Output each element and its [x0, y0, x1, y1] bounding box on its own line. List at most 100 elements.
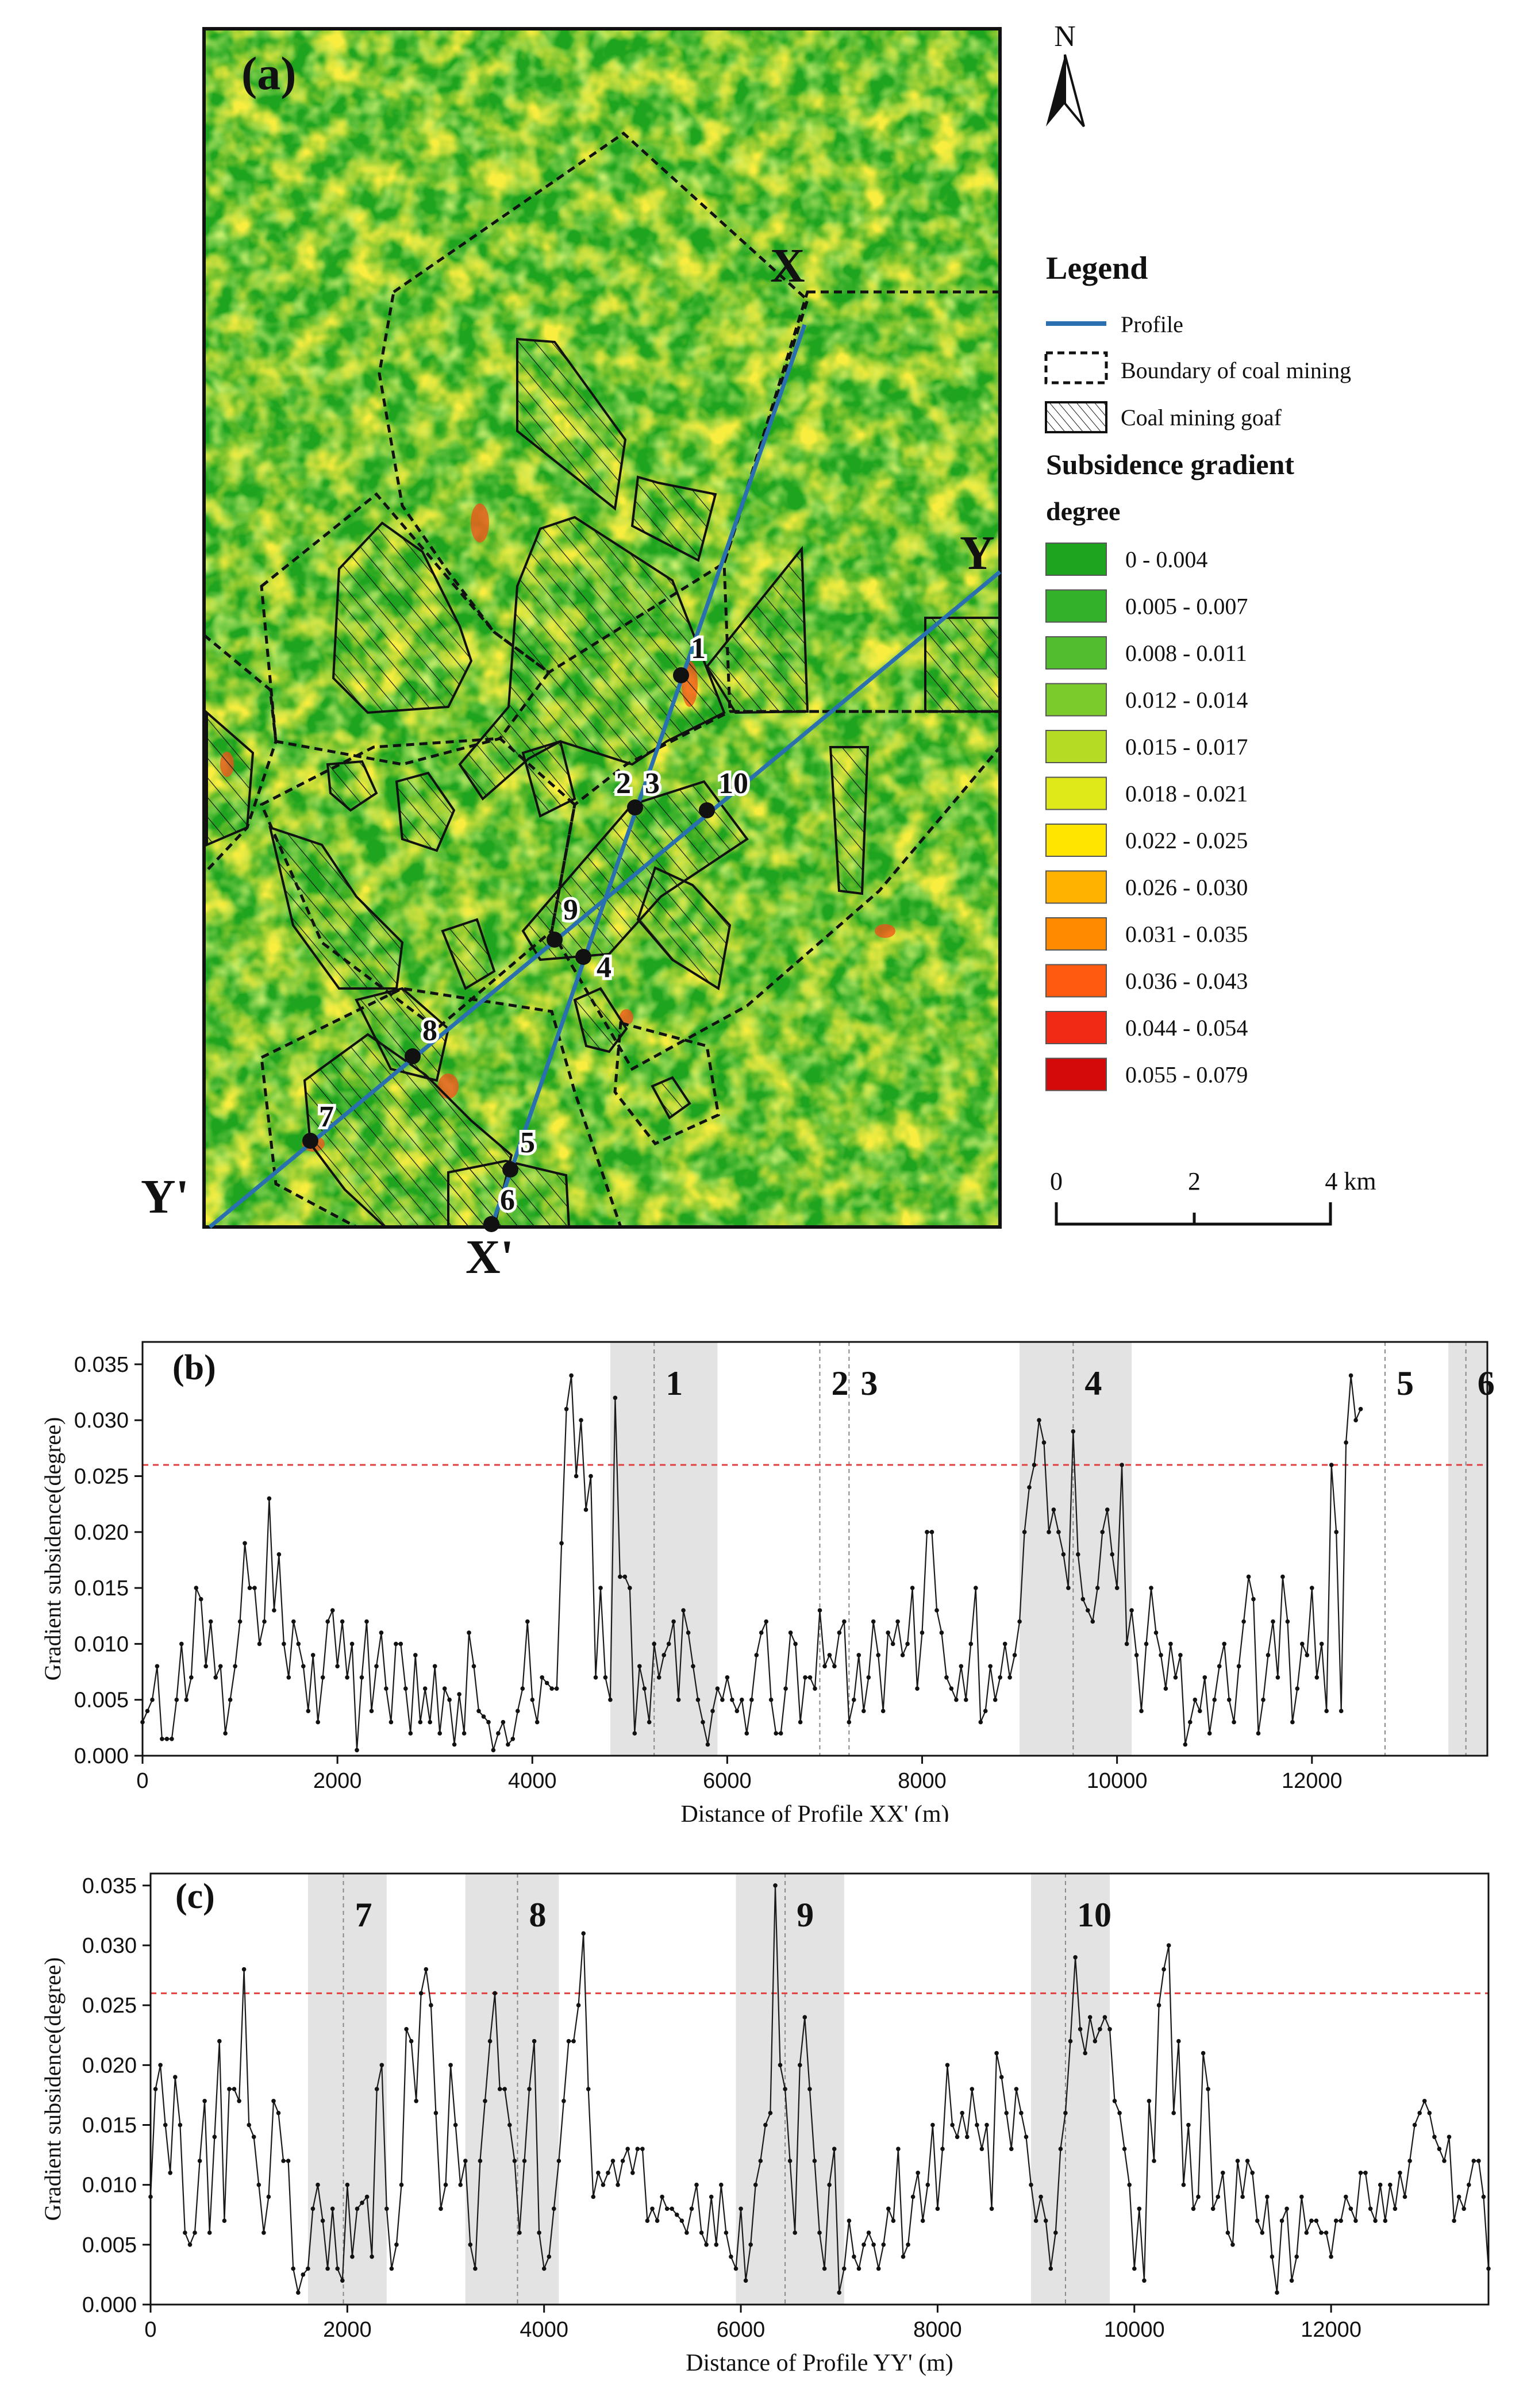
- c-data-point: [950, 2122, 955, 2128]
- legend-profile-label: Profile: [1121, 311, 1183, 337]
- c-data-point: [1132, 2266, 1137, 2271]
- c-data-point: [1004, 2110, 1009, 2115]
- legend-class-label-1: 0.005 - 0.007: [1125, 594, 1248, 620]
- north-label: N: [1054, 20, 1076, 53]
- chart-c-xlabel: Distance of Profile YY' (m): [686, 2350, 953, 2376]
- c-data-point: [522, 2159, 527, 2163]
- c-data-point: [729, 2254, 733, 2259]
- c-data-point: [989, 2206, 994, 2211]
- c-data-point: [748, 2242, 753, 2247]
- c-data-point: [316, 2182, 320, 2187]
- c-data-point: [1289, 2278, 1294, 2283]
- b-data-point: [944, 1675, 949, 1680]
- b-data-point: [856, 1653, 861, 1657]
- c-data-point: [389, 2266, 394, 2271]
- b-xtick-label: 8000: [898, 1769, 947, 1793]
- c-data-point: [291, 2266, 295, 2271]
- b-data-point: [510, 1737, 516, 1741]
- c-data-point: [350, 2254, 355, 2259]
- b-data-point: [457, 1692, 461, 1697]
- b-data-point: [1100, 1530, 1105, 1534]
- b-data-point: [276, 1552, 282, 1557]
- b-data-point: [296, 1641, 301, 1647]
- c-data-point: [1117, 2110, 1122, 2115]
- b-data-point: [1124, 1641, 1129, 1647]
- c-marker-label-7: 7: [355, 1896, 372, 1934]
- b-data-point: [880, 1709, 886, 1713]
- c-data-point: [1102, 2015, 1107, 2020]
- b-data-point: [1139, 1709, 1144, 1713]
- point-4-label: 4: [597, 951, 611, 984]
- c-data-point: [699, 2230, 704, 2235]
- b-data-point: [1305, 1653, 1310, 1657]
- b-data-point: [661, 1653, 666, 1657]
- b-data-point: [749, 1697, 754, 1702]
- b-data-point: [1334, 1530, 1338, 1534]
- profile-points: 1 2 3 4 5 6 7 8 9 10: [302, 629, 751, 1232]
- legend-swatch-7: [1045, 870, 1107, 904]
- b-data-point: [1222, 1641, 1226, 1647]
- b-data-point: [1241, 1619, 1246, 1624]
- c-data-point: [1122, 2147, 1127, 2151]
- c-data-point: [374, 2087, 379, 2091]
- c-data-point: [394, 2242, 399, 2247]
- b-data-point: [574, 1474, 579, 1479]
- b-data-point: [237, 1619, 243, 1624]
- b-data-point: [486, 1720, 491, 1725]
- b-data-point: [1051, 1507, 1056, 1512]
- b-data-point: [783, 1686, 788, 1691]
- c-xtick-label: 0: [144, 2318, 156, 2342]
- c-data-point: [689, 2206, 694, 2211]
- c-data-point: [1284, 2206, 1289, 2211]
- c-data-point: [325, 2266, 330, 2271]
- b-data-point: [243, 1541, 247, 1546]
- b-data-point: [764, 1619, 768, 1624]
- point-2-label: 2: [616, 767, 631, 800]
- c-data-point: [709, 2194, 714, 2199]
- c-data-point: [812, 2159, 817, 2163]
- b-data-point: [583, 1507, 589, 1512]
- c-data-point: [935, 2206, 940, 2211]
- c-xtick-label: 4000: [520, 2318, 568, 2342]
- b-data-point: [710, 1709, 715, 1713]
- c-data-point: [1432, 2134, 1437, 2140]
- c-data-point: [1270, 2254, 1275, 2259]
- legend-class-label-0: 0 - 0.004: [1125, 547, 1207, 572]
- b-data-point: [1329, 1463, 1334, 1467]
- c-data-point: [1245, 2159, 1250, 2163]
- c-data-point: [193, 2230, 197, 2235]
- c-data-point: [1412, 2122, 1417, 2128]
- c-data-point: [1456, 2194, 1461, 2199]
- b-data-point: [272, 1608, 276, 1613]
- b-data-point: [759, 1630, 764, 1635]
- b-data-point: [890, 1641, 895, 1647]
- b-data-point: [827, 1653, 832, 1657]
- legend-class-label-7: 0.026 - 0.030: [1125, 875, 1248, 901]
- b-data-point: [1251, 1597, 1256, 1602]
- c-data-point: [955, 2134, 960, 2140]
- b-data-point: [1198, 1709, 1202, 1713]
- b-data-point: [1338, 1709, 1344, 1713]
- c-data-point: [1009, 2147, 1014, 2151]
- b-data-point: [257, 1641, 262, 1647]
- b-data-point: [774, 1731, 778, 1736]
- c-data-point: [571, 2038, 576, 2044]
- b-data-point: [1295, 1686, 1300, 1691]
- b-data-point: [1261, 1697, 1266, 1702]
- c-data-point: [763, 2122, 768, 2128]
- c-data-point: [1275, 2290, 1279, 2295]
- legend-swatch-11: [1045, 1057, 1107, 1091]
- b-data-point: [252, 1586, 257, 1590]
- c-data-point: [1314, 2218, 1319, 2223]
- b-data-point: [1226, 1697, 1232, 1702]
- b-data-point: [691, 1664, 695, 1669]
- b-data-point: [544, 1680, 549, 1686]
- b-shaded-range-1: [1020, 1342, 1132, 1756]
- b-data-point: [1076, 1552, 1080, 1557]
- c-data-point: [1363, 2171, 1368, 2175]
- b-data-point: [1319, 1641, 1324, 1647]
- c-data-point: [861, 2242, 866, 2247]
- point-9-label: 9: [563, 894, 578, 926]
- b-data-point: [379, 1630, 384, 1635]
- c-data-point: [1294, 2254, 1299, 2259]
